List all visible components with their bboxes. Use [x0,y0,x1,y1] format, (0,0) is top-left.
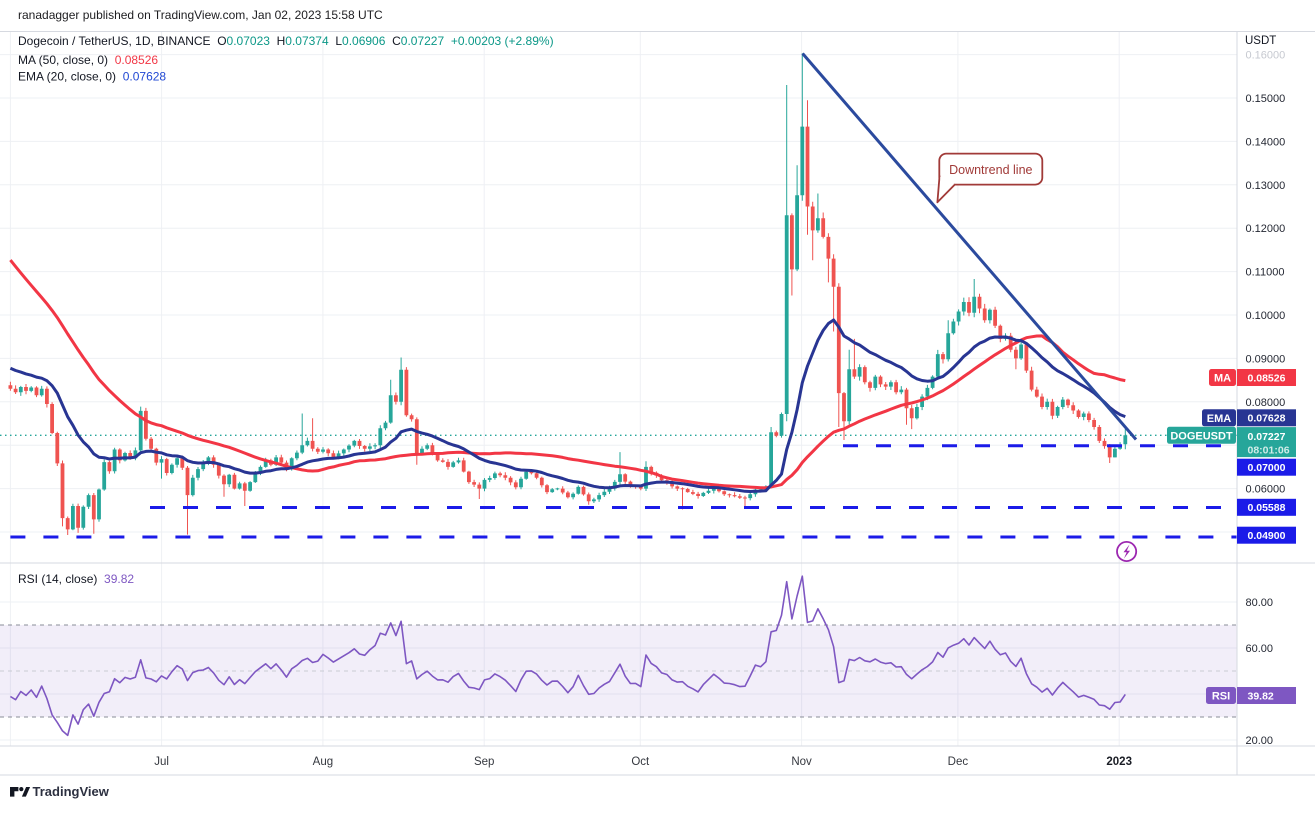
svg-text:08:01:06: 08:01:06 [1248,444,1290,456]
svg-text:EMA: EMA [1207,413,1232,425]
svg-text:TradingView: TradingView [33,784,110,799]
svg-text:0.14000: 0.14000 [1246,136,1286,148]
svg-text:0.04900: 0.04900 [1248,530,1286,542]
svg-text:2023: 2023 [1106,756,1132,768]
svg-text:0.05588: 0.05588 [1248,502,1286,514]
svg-text:39.82: 39.82 [1248,690,1274,702]
svg-text:Oct: Oct [631,756,650,768]
svg-text:Sep: Sep [474,756,494,768]
svg-text:0.10000: 0.10000 [1246,310,1286,322]
svg-text:Dec: Dec [948,756,969,768]
svg-text:MA (50, close, 0) 0.08526: MA (50, close, 0) 0.08526 [18,53,158,67]
svg-text:80.00: 80.00 [1246,597,1274,609]
svg-text:EMA (20, close, 0) 0.07628: EMA (20, close, 0) 0.07628 [18,70,166,84]
svg-text:0.08526: 0.08526 [1248,372,1286,384]
svg-text:Nov: Nov [791,756,812,768]
svg-text:0.13000: 0.13000 [1246,180,1286,192]
svg-text:0.06000: 0.06000 [1246,484,1286,496]
svg-text:0.11000: 0.11000 [1246,267,1285,279]
svg-text:Downtrend line: Downtrend line [949,163,1032,177]
svg-text:Jul: Jul [154,756,169,768]
svg-text:DOGEUSDT: DOGEUSDT [1170,430,1233,442]
svg-text:USDT: USDT [1245,35,1276,47]
svg-text:MA: MA [1214,373,1231,385]
svg-text:0.07628: 0.07628 [1248,413,1286,425]
svg-text:20.00: 20.00 [1246,735,1274,747]
svg-text:0.07000: 0.07000 [1248,462,1286,474]
svg-text:0.16000: 0.16000 [1246,50,1286,62]
svg-text:Dogecoin / TetherUS, 1D, BINAN: Dogecoin / TetherUS, 1D, BINANCE O0.0702… [18,34,554,48]
svg-text:ranadagger published on Tradin: ranadagger published on TradingView.com,… [18,8,383,22]
svg-text:0.09000: 0.09000 [1246,353,1286,365]
svg-text:0.08000: 0.08000 [1246,397,1286,409]
svg-text:0.07227: 0.07227 [1248,431,1286,443]
svg-text:Aug: Aug [313,756,333,768]
svg-text:RSI (14, close) 39.82: RSI (14, close) 39.82 [18,572,134,586]
svg-text:RSI: RSI [1212,691,1230,703]
svg-text:0.15000: 0.15000 [1246,93,1286,105]
svg-text:0.12000: 0.12000 [1246,223,1286,235]
svg-text:60.00: 60.00 [1246,643,1274,655]
